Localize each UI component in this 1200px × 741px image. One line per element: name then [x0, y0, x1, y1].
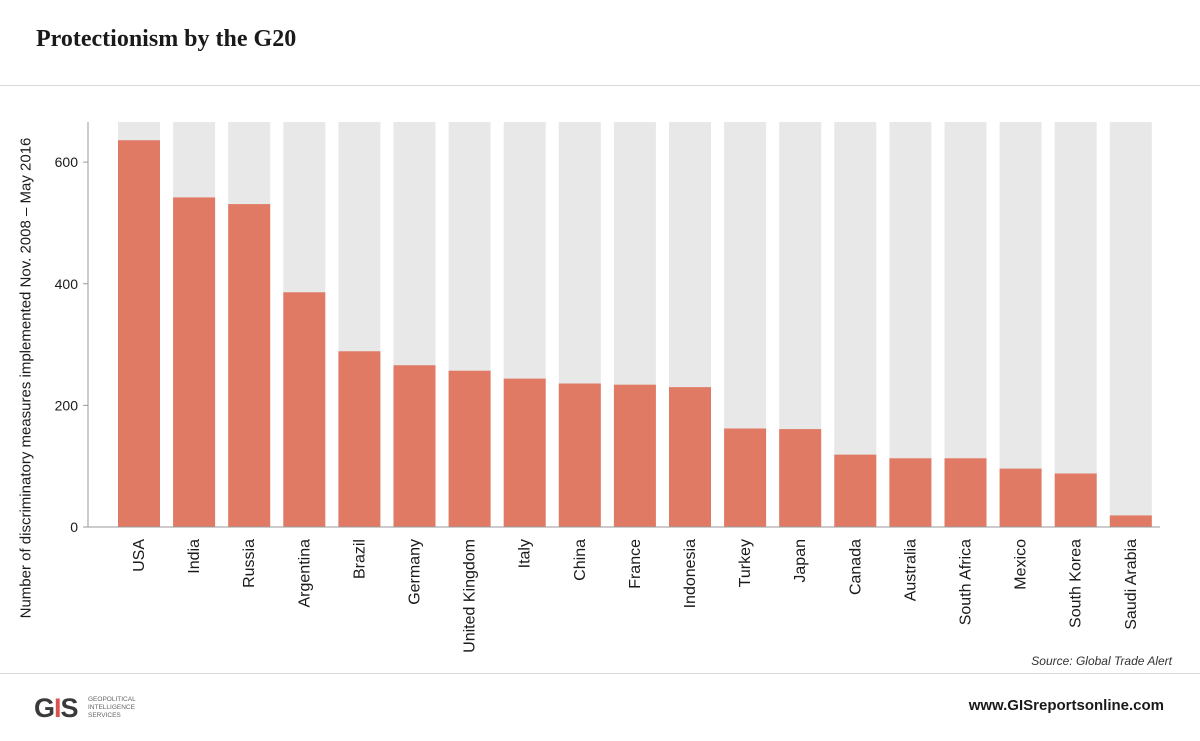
bar	[173, 197, 216, 528]
y-tick-label: 600	[55, 154, 79, 170]
x-tick-label: Saudi Arabia	[1123, 539, 1140, 630]
bar	[393, 365, 436, 527]
bar	[779, 429, 822, 527]
logo-line: GEOPOLITICAL	[88, 696, 136, 703]
x-tick-label: Australia	[902, 539, 919, 601]
logo-line: SERVICES	[88, 712, 121, 719]
logo-mark: GIS	[34, 693, 79, 723]
x-tick-label: South Africa	[958, 539, 975, 625]
bar-track	[1054, 122, 1097, 527]
x-tick-label: South Korea	[1068, 539, 1085, 628]
bar	[724, 428, 767, 527]
x-tick-label: India	[186, 539, 203, 574]
x-tick-label: United Kingdom	[462, 539, 479, 653]
bar	[558, 383, 601, 527]
x-tick-label: Indonesia	[682, 539, 699, 608]
x-tick-label: Argentina	[296, 539, 313, 608]
x-tick-label: Italy	[517, 539, 534, 568]
x-tick-label: Canada	[847, 539, 864, 595]
bar	[503, 378, 546, 527]
bar	[1054, 473, 1097, 527]
y-tick-label: 200	[55, 397, 79, 413]
bar	[834, 454, 877, 527]
x-tick-label: USA	[131, 539, 148, 572]
x-tick-label: Turkey	[737, 539, 754, 587]
website-url: www.GISreportsonline.com	[968, 697, 1164, 714]
bar	[669, 387, 711, 527]
y-tick-label: 0	[70, 519, 78, 535]
header-divider	[0, 85, 1200, 86]
x-tick-label: China	[572, 539, 589, 581]
x-tick-label: Brazil	[351, 539, 368, 579]
bar	[944, 458, 987, 527]
bar	[118, 140, 160, 528]
bar	[283, 292, 326, 527]
bar-track	[999, 122, 1042, 527]
logo-line: INTELLIGENCE	[88, 704, 135, 711]
bar	[613, 384, 656, 527]
logo-text: GEOPOLITICAL INTELLIGENCE SERVICES	[88, 696, 178, 720]
page-title: Protectionism by the G20	[36, 26, 297, 52]
source-note: Source: Global Trade Alert	[1031, 654, 1172, 668]
y-tick-label: 400	[55, 276, 79, 292]
x-tick-label: Japan	[792, 539, 809, 583]
bar	[448, 370, 491, 527]
x-tick-label: Germany	[407, 539, 424, 605]
bar-track	[1109, 122, 1152, 527]
bar	[228, 204, 271, 527]
x-tick-label: Mexico	[1013, 539, 1030, 590]
footer-divider	[0, 673, 1200, 674]
bar	[1109, 515, 1152, 527]
x-tick-label: France	[627, 539, 644, 589]
bar	[999, 468, 1042, 527]
bar	[889, 458, 932, 527]
bar	[338, 351, 381, 527]
x-tick-label: Russia	[241, 539, 258, 588]
